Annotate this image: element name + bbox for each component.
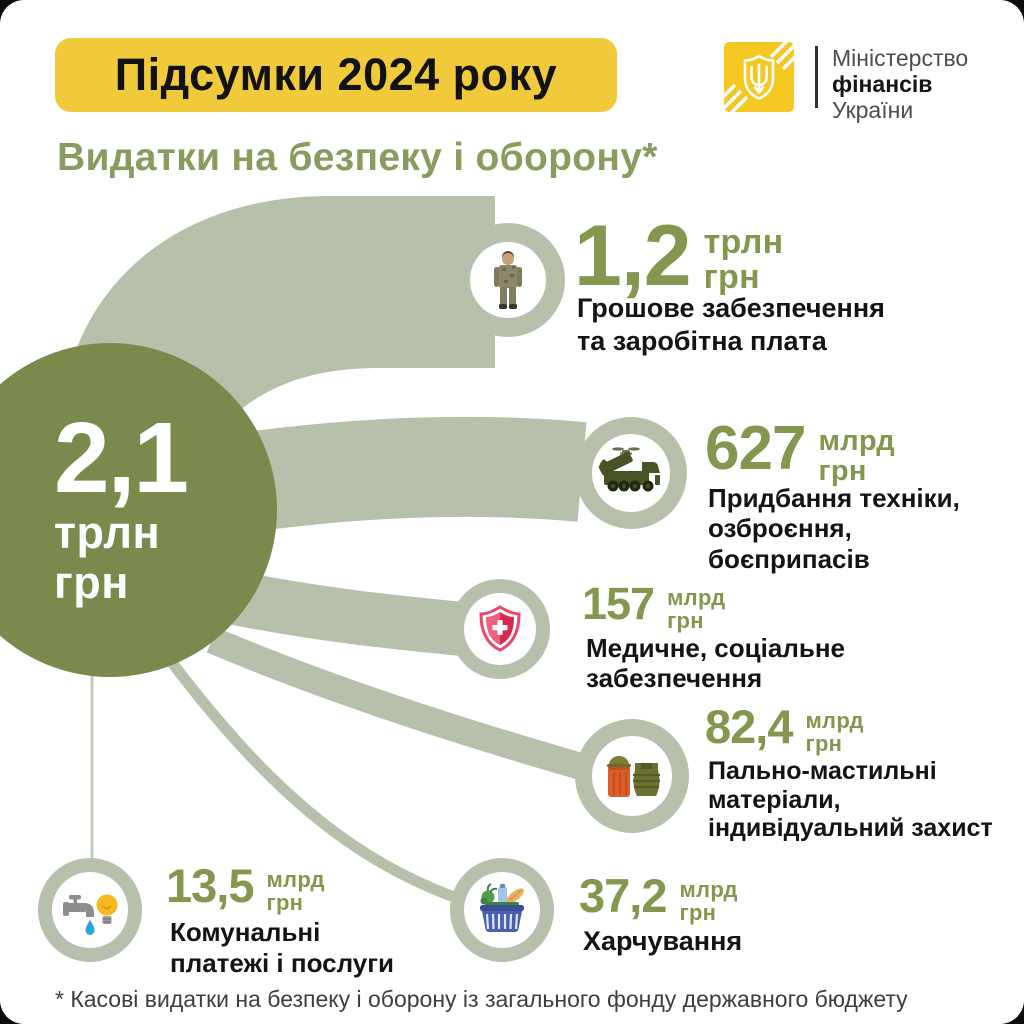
food-basket-icon [480,883,525,932]
item-value: 37,2 [579,869,667,922]
item-label: Придбання техніки, озброєння, боєприпасі… [708,483,960,574]
total-value-block: 2,1 трлн грн [54,402,189,609]
footnote: * Касові видатки на безпеку і оборону із… [55,986,908,1012]
fuel-icon [607,756,660,797]
item-unit: млрд грн [679,877,738,925]
item-unit: трлн грн [703,223,784,297]
item-value: 627 [705,414,806,483]
medical-shield-icon [479,605,521,652]
section-title: Видатки на безпеку і оборону* [57,136,658,179]
mlrs-icon [598,447,660,492]
page-title: Підсумки 2024 року [114,49,558,100]
ministry-name: Міністерство фінансів України [832,45,968,123]
item-value: 1,2 [574,208,692,304]
item-value: 13,5 [166,859,254,912]
ministry-name-line3: України [832,97,914,123]
title-banner: Підсумки 2024 року [55,38,617,112]
total-circle [0,343,277,677]
branch-medical [224,570,465,656]
ministry-logo-icon [724,42,794,112]
item-unit: млрд грн [667,585,726,633]
logo-divider [815,46,818,108]
value-rings [38,223,689,962]
item-unit: млрд грн [818,425,895,488]
ministry-name-line2: фінансів [832,71,933,97]
ministry-name-line1: Міністерство [832,45,969,71]
soldier-icon [494,251,522,309]
item-unit: млрд грн [266,867,325,915]
total-value: 2,1 [54,402,189,514]
utilities-icon [63,894,118,935]
item-label: Пально-мастильні матеріали, індивідуальн… [708,757,993,842]
item-value: 157 [582,578,655,629]
branch-fuel [206,627,604,785]
total-unit-trln: трлн [54,507,161,558]
item-label: Комунальні платежі і послуги [170,917,395,979]
item-unit: млрд грн [805,708,864,756]
item-label: Грошове забезпечення та заробітна плата [577,293,885,356]
item-label: Харчування [583,926,743,956]
item-label: Медичне, соціальне забезпечення [586,633,845,694]
branch-food [165,656,470,908]
item-value: 82,4 [705,700,793,753]
total-unit-hrn: грн [54,557,129,609]
